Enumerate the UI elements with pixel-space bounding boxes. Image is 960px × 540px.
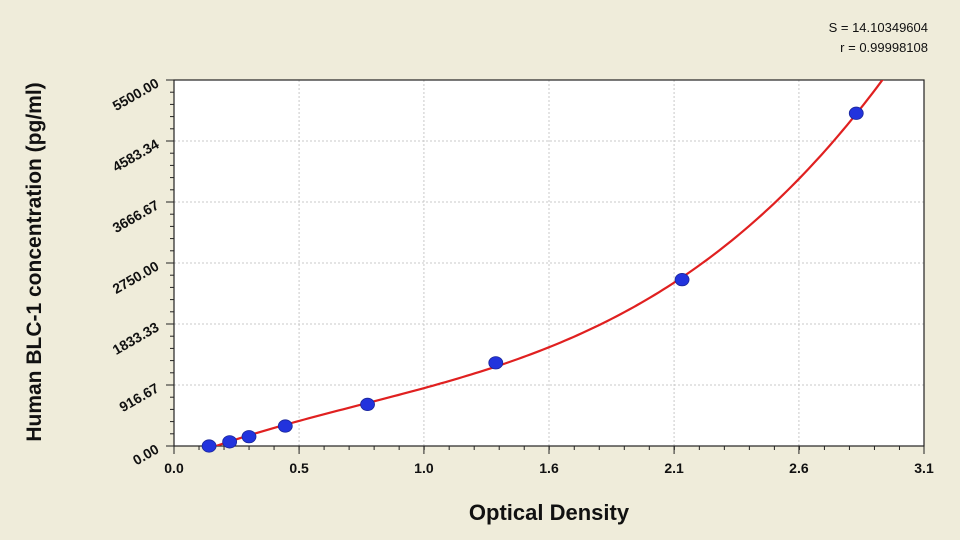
y-tick-label: 1833.33 [110,319,162,358]
x-tick-label: 2.1 [664,460,684,476]
y-tick-label: 4583.34 [110,136,162,175]
data-point [488,356,504,370]
data-point [360,397,375,412]
data-point [277,419,293,433]
fit-r-value: r = 0.99998108 [840,40,928,55]
x-tick-label: 1.6 [539,460,559,476]
data-point [222,435,238,449]
fitted-curve-line [212,80,884,446]
fit-s-value: S = 14.10349604 [828,20,928,35]
y-tick-label: 3666.67 [110,197,162,236]
x-tick-label: 3.1 [914,460,934,476]
x-tick-label: 1.0 [414,460,434,476]
y-tick-label: 916.67 [116,380,161,415]
y-axis-label: Human BLC-1 concentration (pg/ml) [23,82,46,442]
data-point [241,430,257,444]
x-axis-label: Optical Density [468,500,630,525]
y-tick-label: 0.00 [130,441,162,469]
data-point [848,106,864,120]
data-point [674,273,690,287]
y-tick-label: 2750.00 [110,258,162,297]
data-point [201,439,217,453]
x-tick-label: 0.5 [289,460,309,476]
x-tick-label: 0.0 [164,460,184,476]
plot-frame [173,79,925,447]
x-tick-label: 2.6 [789,460,809,476]
y-tick-label: 5500.00 [110,75,162,114]
